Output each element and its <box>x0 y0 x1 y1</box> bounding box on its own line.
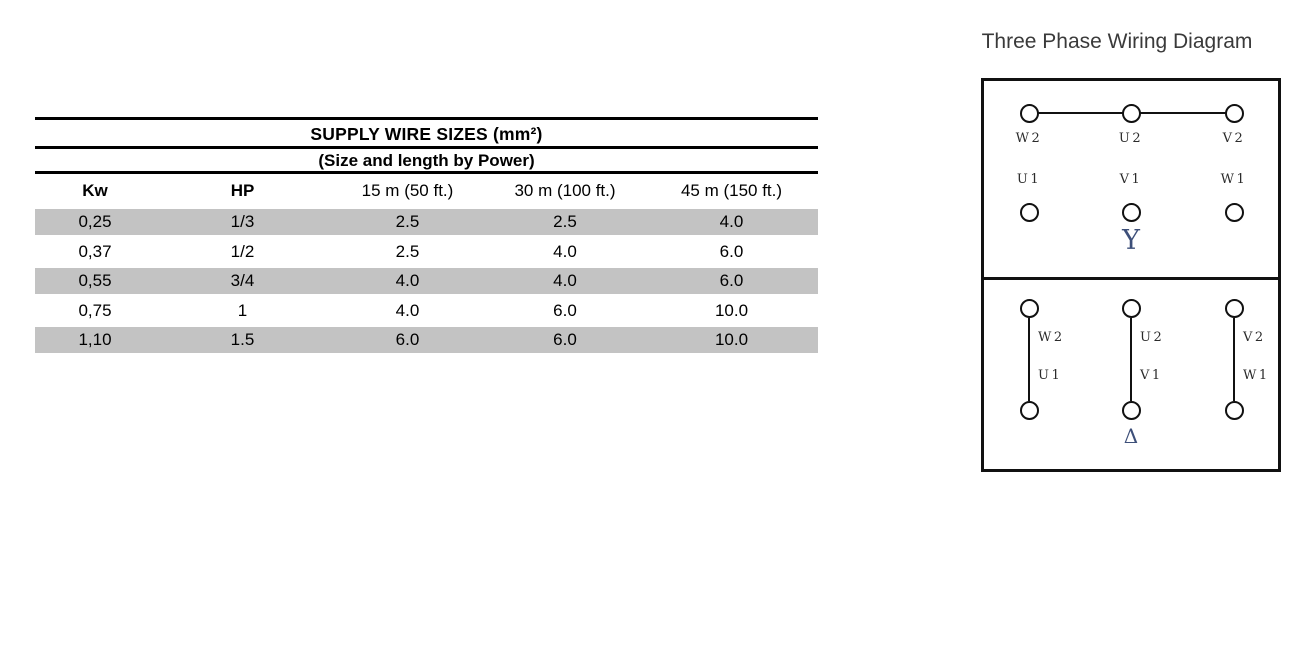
table-row: 0,55 3/4 4.0 4.0 6.0 <box>35 266 818 296</box>
table-cell: 1 <box>237 300 248 320</box>
table-cell: 4.0 <box>553 271 577 291</box>
terminal-circle <box>1121 298 1141 318</box>
table-title: SUPPLY WIRE SIZES (mm²) <box>35 117 818 149</box>
column-header-45m: 45 m (150 ft.) <box>680 181 783 200</box>
delta-terminal-label: V1 <box>1140 368 1163 383</box>
terminal-circle <box>1224 298 1244 318</box>
table-cell: 0,55 <box>78 271 112 291</box>
terminal-circle-v2 <box>1224 103 1244 123</box>
star-terminal-label: U1 <box>1016 172 1042 187</box>
table-cell: 2.5 <box>395 212 420 232</box>
delta-symbol: Δ <box>1123 424 1139 448</box>
column-header-kw: Kw <box>82 181 108 200</box>
delta-link-wire <box>1028 317 1030 401</box>
table-cell: 4.0 <box>395 271 420 291</box>
terminal-circle <box>1224 400 1244 420</box>
table-cell: 0,25 <box>78 212 112 232</box>
table-cell: 0,37 <box>78 241 112 261</box>
table-row: 1,10 1.5 6.0 6.0 10.0 <box>35 325 818 355</box>
table-row: 0,25 1/3 2.5 2.5 4.0 <box>35 207 818 237</box>
table-cell: 2.5 <box>395 241 420 261</box>
table-cell: 2.5 <box>553 212 577 232</box>
terminal-circle-w2 <box>1019 103 1039 123</box>
wiring-diagram-box: W2 U2 V2 U1 V1 W1 Y W2 U1 U2 V1 V2 W1 Δ <box>981 78 1281 472</box>
terminal-circle <box>1019 298 1039 318</box>
table-cell: 4.0 <box>719 212 744 232</box>
star-terminal-label: V2 <box>1222 131 1246 146</box>
table-cell: 6.0 <box>553 300 577 320</box>
delta-link-wire <box>1130 317 1132 401</box>
star-terminal-label: U2 <box>1118 131 1144 146</box>
table-cell: 0,75 <box>78 300 112 320</box>
delta-terminal-label: W2 <box>1038 330 1065 345</box>
table-cell: 6.0 <box>719 271 744 291</box>
table-row: 0,75 1 4.0 6.0 10.0 <box>35 296 818 326</box>
table-cell: 1,10 <box>78 330 112 350</box>
terminal-circle-v1 <box>1121 202 1141 222</box>
star-terminal-label: V1 <box>1119 172 1143 187</box>
supply-wire-sizes-table: SUPPLY WIRE SIZES (mm²) (Size and length… <box>35 117 818 355</box>
terminal-circle <box>1121 400 1141 420</box>
delta-terminal-label: V2 <box>1243 330 1266 345</box>
column-header-hp: HP <box>230 181 255 200</box>
table-cell: 4.0 <box>553 241 577 261</box>
star-terminal-label: W2 <box>1015 131 1043 146</box>
terminal-circle-u2 <box>1121 103 1141 123</box>
terminal-circle-u1 <box>1019 202 1039 222</box>
table-header-row: Kw HP 15 m (50 ft.) 30 m (100 ft.) 45 m … <box>35 174 818 207</box>
table-cell: 1/2 <box>230 241 255 261</box>
column-header-15m: 15 m (50 ft.) <box>361 181 454 200</box>
star-terminal-label: W1 <box>1220 172 1248 187</box>
delta-terminal-label: U1 <box>1038 368 1063 383</box>
table-cell: 1.5 <box>230 330 255 350</box>
table-cell: 6.0 <box>719 241 744 261</box>
delta-terminal-label: U2 <box>1140 330 1165 345</box>
table-cell: 6.0 <box>553 330 577 350</box>
table-row: 0,37 1/2 2.5 4.0 6.0 <box>35 237 818 267</box>
terminal-circle-w1 <box>1224 202 1244 222</box>
table-cell: 10.0 <box>714 330 749 350</box>
table-body: 0,25 1/3 2.5 2.5 4.0 0,37 1/2 2.5 4.0 6.0 0,55 3/4 4… <box>35 207 818 355</box>
table-cell: 4.0 <box>395 300 420 320</box>
terminal-circle <box>1019 400 1039 420</box>
table-cell: 3/4 <box>230 271 255 291</box>
table-cell: 6.0 <box>395 330 420 350</box>
table-cell: 10.0 <box>714 300 749 320</box>
delta-link-wire <box>1233 317 1235 401</box>
table-subtitle: (Size and length by Power) <box>35 149 818 174</box>
delta-terminal-label: W1 <box>1243 368 1270 383</box>
column-header-30m: 30 m (100 ft.) <box>514 181 616 200</box>
star-symbol: Y <box>1122 225 1140 256</box>
diagram-section-divider <box>984 277 1278 280</box>
diagram-title: Three Phase Wiring Diagram <box>981 30 1253 53</box>
table-cell: 1/3 <box>230 212 255 232</box>
